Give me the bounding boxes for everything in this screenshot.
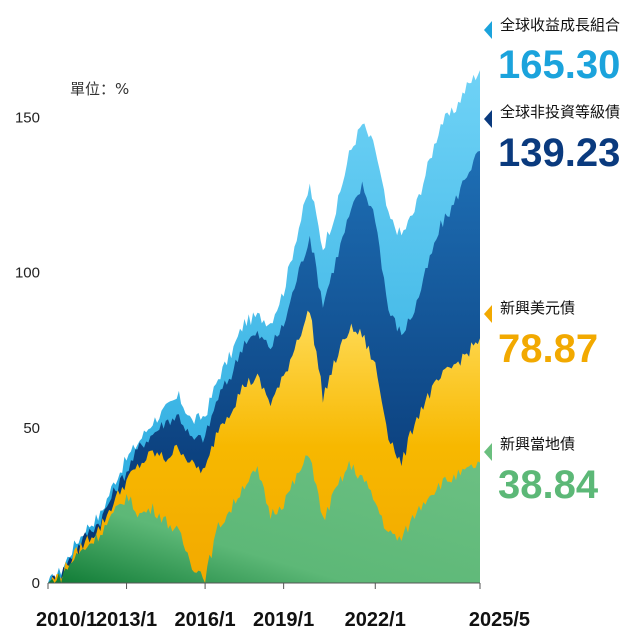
series-marker-2 xyxy=(484,305,492,323)
series-value-0: 165.30 xyxy=(498,43,620,87)
y-tick-label: 0 xyxy=(32,575,40,592)
x-tick-label: 2022/1 xyxy=(345,609,406,631)
series-name-2: 新興美元債 xyxy=(500,299,575,317)
series-marker-0 xyxy=(484,21,492,39)
series-marker-3 xyxy=(484,443,492,461)
series-area-3 xyxy=(48,455,480,583)
series-value-3: 38.84 xyxy=(498,463,599,507)
unit-label: 單位：% xyxy=(70,80,129,98)
y-tick-label: 100 xyxy=(15,265,40,282)
x-tick-label: 2025/5 xyxy=(469,609,530,631)
series-value-1: 139.23 xyxy=(498,131,620,175)
x-tick-label: 2016/1 xyxy=(175,609,236,631)
series-value-2: 78.87 xyxy=(498,327,598,371)
series-name-3: 新興當地債 xyxy=(500,435,575,453)
series-marker-1 xyxy=(484,110,492,128)
x-tick-label: 2013/1 xyxy=(96,609,157,631)
y-tick-label: 50 xyxy=(23,420,40,437)
series-name-0: 全球收益成長組合 xyxy=(500,16,620,34)
y-tick-label: 150 xyxy=(15,110,40,127)
series-name-1: 全球非投資等級債 xyxy=(500,103,620,121)
series-labels: 全球收益成長組合 165.30 全球非投資等級債 139.23 新興美元債 78.87 新興… xyxy=(484,16,620,507)
x-tick-label: 2010/1 xyxy=(36,609,97,631)
x-tick-label: 2019/1 xyxy=(253,609,314,631)
plot-area xyxy=(48,70,480,584)
